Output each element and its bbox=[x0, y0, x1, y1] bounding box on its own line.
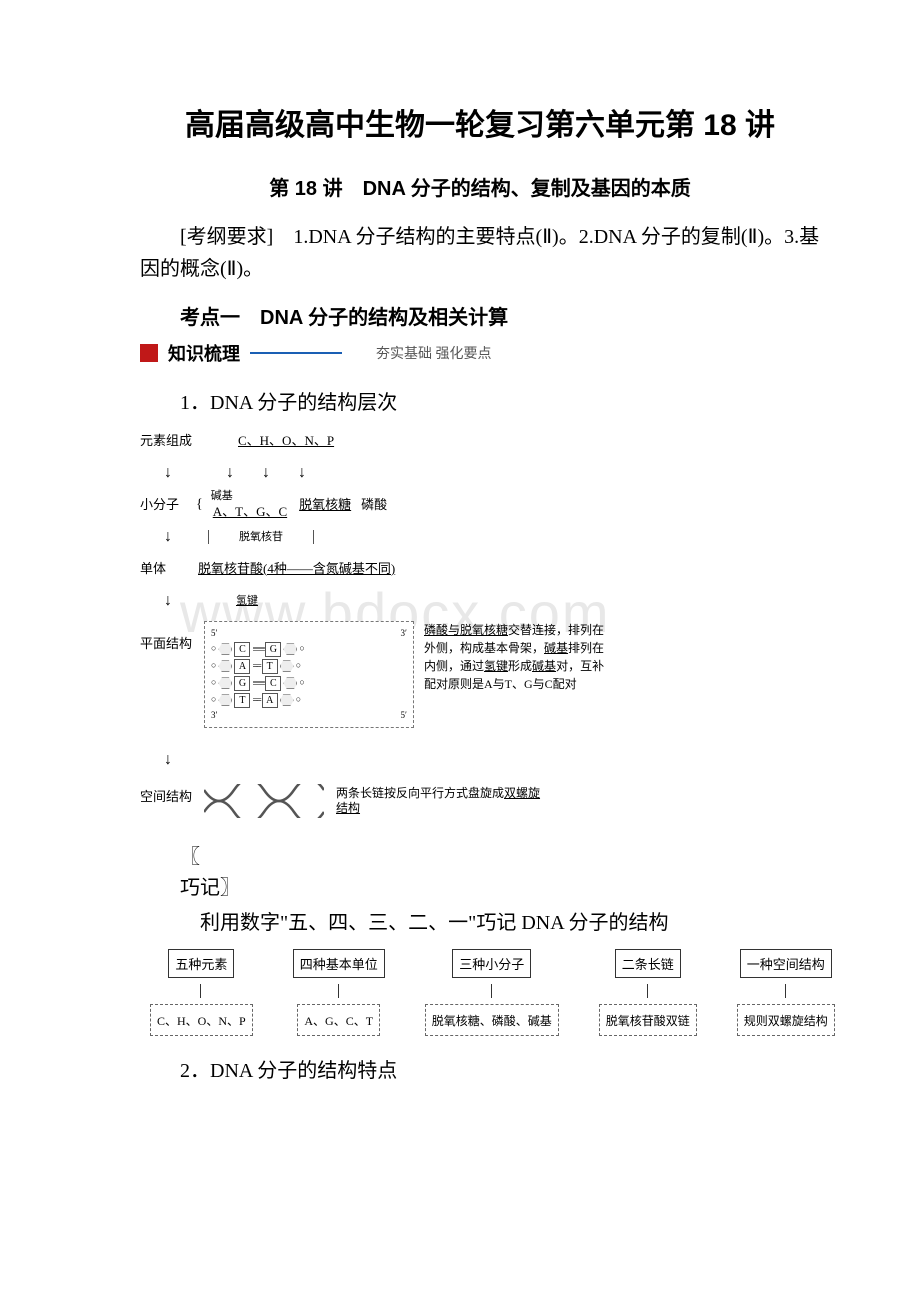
d1-nucleoside: 脱氧核苷 bbox=[208, 530, 314, 544]
vertical-connector bbox=[647, 984, 649, 998]
base-pair-row: ○A==T○ bbox=[211, 659, 407, 674]
arrow-down-icon: ↓ bbox=[226, 463, 234, 484]
spatial-structure-description: 两条长链按反向平行方式盘旋成双螺旋结构 bbox=[336, 786, 546, 817]
mnemonic-column: 一种空间结构规则双螺旋结构 bbox=[737, 949, 835, 1036]
mnemonic-bottom-box: 脱氧核苷酸双链 bbox=[599, 1004, 697, 1036]
tip-label: 巧记〗 bbox=[180, 871, 820, 900]
mnemonic-top-box: 三种小分子 bbox=[452, 949, 531, 978]
mnemonic-bottom-box: 规则双螺旋结构 bbox=[737, 1004, 835, 1036]
knowledge-subtext: 夯实基础 强化要点 bbox=[376, 343, 492, 363]
mnemonic-column: 四种基本单位 A、G、C、T bbox=[293, 949, 385, 1036]
arrow-down-icon: ↓ bbox=[262, 463, 270, 484]
five-prime-end: 5′ bbox=[401, 710, 407, 722]
mnemonic-top-box: 二条长链 bbox=[615, 949, 681, 978]
mnemonic-column: 三种小分子脱氧核糖、磷酸、碱基 bbox=[425, 949, 559, 1036]
base-pair-row: ○G≡≡≡C○ bbox=[211, 676, 407, 691]
three-prime-end: 3′ bbox=[401, 628, 407, 640]
item-2-heading: 2．DNA 分子的结构特点 bbox=[180, 1054, 820, 1083]
three-prime-end: 3′ bbox=[211, 710, 217, 722]
d1-elements: C、H、O、N、P bbox=[236, 433, 336, 450]
mnemonic-top-box: 一种空间结构 bbox=[740, 949, 832, 978]
mnemonic-top-box: 四种基本单位 bbox=[293, 949, 385, 978]
five-prime-end: 5′ bbox=[211, 628, 217, 640]
d1-monomer: 脱氧核苷酸(4种——含氮碱基不同) bbox=[196, 561, 397, 578]
d1-label-space: 空间结构 bbox=[140, 789, 196, 806]
vertical-connector bbox=[338, 984, 340, 998]
bracket-open: 〖 bbox=[180, 840, 820, 869]
arrow-down-icon: ↓ bbox=[140, 591, 196, 612]
arrow-down-icon: ↓ bbox=[140, 463, 196, 484]
vertical-connector bbox=[785, 984, 787, 998]
d1-hbond-label: 氢键 bbox=[236, 594, 258, 608]
arrow-down-icon: ↓ bbox=[298, 463, 306, 484]
d1-deoxyribose: 脱氧核糖 bbox=[297, 497, 353, 514]
flag-icon bbox=[140, 344, 158, 362]
subtitle: 第 18 讲 DNA 分子的结构、复制及基因的本质 bbox=[140, 172, 820, 201]
d1-label-monomer: 单体 bbox=[140, 561, 196, 578]
d1-phosphate: 磷酸 bbox=[361, 497, 387, 514]
mnemonic-bottom-box: A、G、C、T bbox=[297, 1004, 380, 1036]
knowledge-label: 知识梳理 bbox=[168, 340, 240, 366]
section-heading-1: 考点一 DNA 分子的结构及相关计算 bbox=[180, 301, 820, 330]
main-title: 高届高级高中生物一轮复习第六单元第 18 讲 bbox=[140, 100, 820, 144]
arrow-down-icon: ↓ bbox=[140, 527, 196, 548]
mnemonic-bottom-box: C、H、O、N、P bbox=[150, 1004, 253, 1036]
exam-requirements: [考纲要求] 1.DNA 分子结构的主要特点(Ⅱ)。2.DNA 分子的复制(Ⅱ)… bbox=[140, 221, 820, 285]
underline-decoration bbox=[250, 352, 342, 354]
item-1-heading: 1．DNA 分子的结构层次 bbox=[180, 386, 820, 415]
dna-base-pair-box: 5′ 3′ ○C≡≡≡G○ ○A==T○ ○G≡≡≡C○ ○T==A○ 3′ 5′ bbox=[204, 621, 414, 728]
mnemonic-diagram: 五种元素 C、H、O、N、P 四种基本单位 A、G、C、T 三种小分子脱氧核糖、磷酸、碱… bbox=[150, 949, 820, 1036]
base-pair-row: ○C≡≡≡G○ bbox=[211, 642, 407, 657]
mnemonic-top-box: 五种元素 bbox=[168, 949, 234, 978]
d1-bases: A、T、G、C bbox=[211, 504, 289, 521]
d1-label-elements: 元素组成 bbox=[140, 433, 196, 450]
mnemonic-tip: 利用数字"五、四、三、二、一"巧记 DNA 分子的结构 bbox=[200, 906, 820, 935]
d1-label-planar: 平面结构 bbox=[140, 636, 196, 653]
vertical-connector bbox=[491, 984, 493, 998]
planar-structure-description: 磷酸与脱氧核糖交替连接，排列在外侧，构成基本骨架，碱基排列在内侧，通过氢键形成碱… bbox=[424, 621, 614, 728]
arrow-down-icon: ↓ bbox=[140, 750, 196, 771]
double-helix-icon bbox=[204, 784, 324, 818]
knowledge-review-bar: 知识梳理 夯实基础 强化要点 bbox=[140, 340, 820, 366]
document-content: 高届高级高中生物一轮复习第六单元第 18 讲 第 18 讲 DNA 分子的结构、… bbox=[140, 100, 820, 1083]
d1-bases-caption: 碱基 bbox=[211, 489, 289, 503]
mnemonic-column: 五种元素 C、H、O、N、P bbox=[150, 949, 253, 1036]
vertical-connector bbox=[200, 984, 202, 998]
mnemonic-column: 二条长链脱氧核苷酸双链 bbox=[599, 949, 697, 1036]
dna-structure-diagram: 元素组成 C、H、O、N、P ↓ ↓ ↓ ↓ 小分子 { 碱基 A、T、G、C … bbox=[140, 425, 700, 818]
d1-label-small: 小分子 bbox=[140, 497, 196, 514]
base-pair-row: ○T==A○ bbox=[211, 693, 407, 708]
mnemonic-bottom-box: 脱氧核糖、磷酸、碱基 bbox=[425, 1004, 559, 1036]
